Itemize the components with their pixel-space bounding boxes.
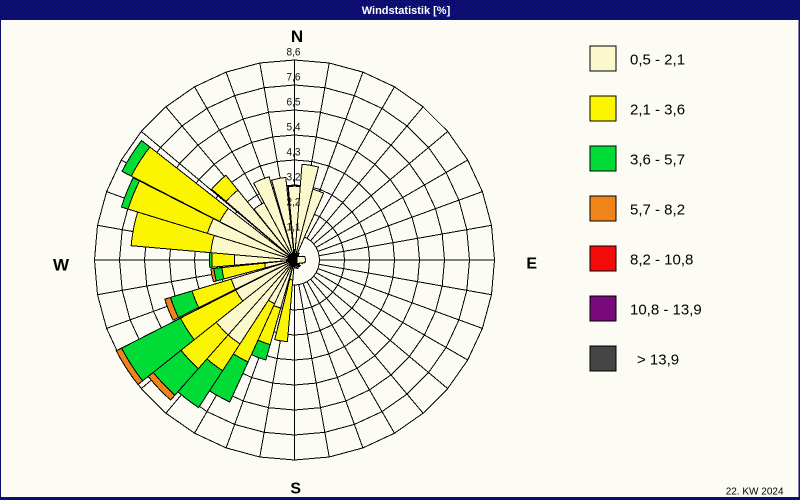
svg-text:1,1: 1,1 (287, 222, 301, 234)
svg-text:10,8 - 13,9: 10,8 - 13,9 (630, 302, 702, 319)
svg-text:2,1 - 3,6: 2,1 - 3,6 (630, 102, 685, 119)
svg-text:Windstatistik [%]: Windstatistik [%] (362, 5, 451, 17)
svg-text:0,5 - 2,1: 0,5 - 2,1 (630, 52, 685, 69)
svg-text:22. KW 2024: 22. KW 2024 (726, 486, 784, 497)
svg-text:N: N (291, 27, 303, 46)
svg-text:8,6: 8,6 (287, 47, 301, 59)
svg-text:5,7 - 8,2: 5,7 - 8,2 (630, 202, 685, 219)
svg-text:S: S (290, 481, 301, 498)
svg-text:8,2 - 10,8: 8,2 - 10,8 (630, 252, 693, 269)
svg-text:3,2: 3,2 (287, 172, 301, 184)
svg-text:4,3: 4,3 (287, 147, 301, 159)
svg-text:5,4: 5,4 (287, 122, 301, 134)
svg-text:> 13,9: > 13,9 (637, 352, 679, 369)
svg-text:E: E (526, 256, 537, 273)
svg-text:2,2: 2,2 (287, 197, 301, 209)
svg-text:7,6: 7,6 (287, 72, 301, 84)
svg-text:W: W (53, 256, 70, 275)
svg-text:3,6 - 5,7: 3,6 - 5,7 (630, 152, 685, 169)
svg-text:6,5: 6,5 (287, 97, 301, 109)
